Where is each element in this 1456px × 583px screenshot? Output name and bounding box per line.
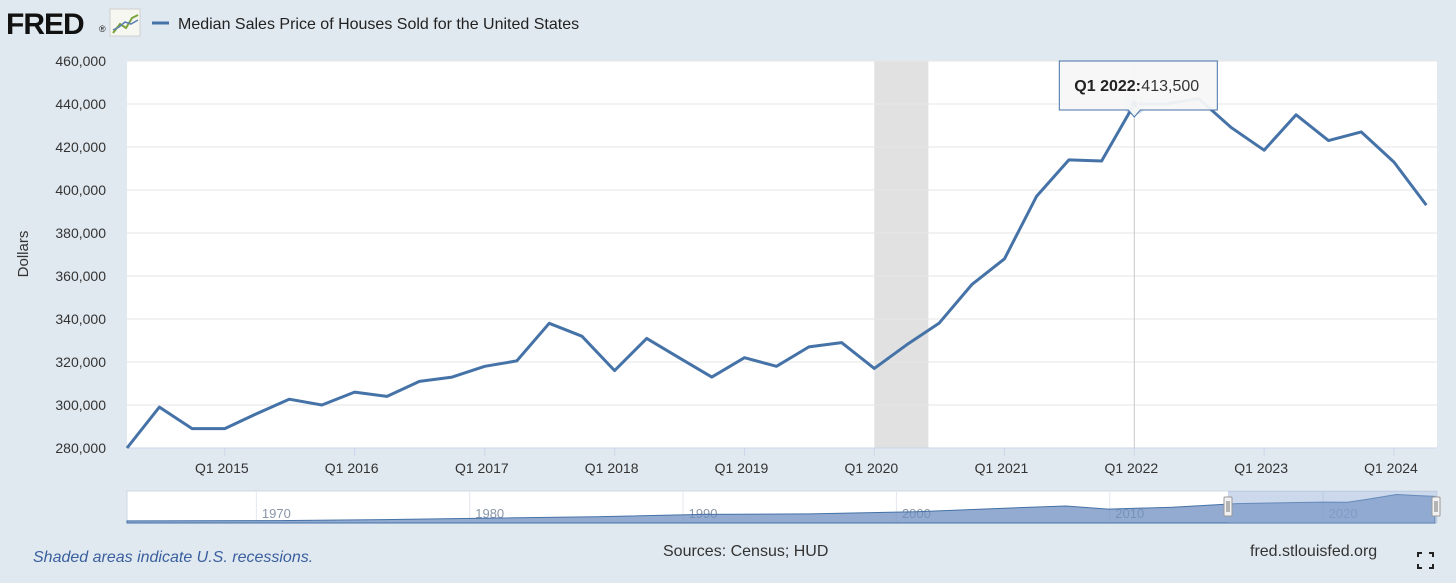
x-tick-label: Q1 2024 xyxy=(1364,460,1418,476)
x-tick-label: Q1 2023 xyxy=(1234,460,1288,476)
x-tick-label: Q1 2021 xyxy=(975,460,1029,476)
recession-note: Shaded areas indicate U.S. recessions. xyxy=(33,549,314,566)
y-tick-label: 360,000 xyxy=(55,268,106,284)
x-tick-label: Q1 2022 xyxy=(1104,460,1158,476)
x-tick-label: Q1 2015 xyxy=(195,460,249,476)
x-axis: Q1 2015 Q1 2016 Q1 2017 Q1 2018 Q1 2019 Q1 20… xyxy=(127,447,1437,476)
data-point[interactable] xyxy=(1327,139,1331,143)
data-point[interactable] xyxy=(1034,194,1038,198)
data-point[interactable] xyxy=(353,390,357,394)
y-tick-label: 400,000 xyxy=(55,182,106,198)
data-point[interactable] xyxy=(710,375,714,379)
y-tick-label: 420,000 xyxy=(55,139,106,155)
data-point[interactable] xyxy=(483,364,487,368)
y-tick-label: 280,000 xyxy=(55,440,106,456)
tooltip-value: 413,500 xyxy=(1141,78,1199,95)
data-point[interactable] xyxy=(872,366,876,370)
data-point[interactable] xyxy=(937,321,941,325)
data-point[interactable] xyxy=(840,341,844,345)
navigator-tick-label: 1970 xyxy=(262,506,291,521)
navigator[interactable]: 197019801990200020102020 xyxy=(126,490,1441,524)
data-point[interactable] xyxy=(677,356,681,360)
y-tick-label: 380,000 xyxy=(55,225,106,241)
data-point[interactable] xyxy=(515,359,519,363)
plot-area xyxy=(127,61,1437,448)
data-point[interactable] xyxy=(223,427,227,431)
data-point[interactable] xyxy=(970,283,974,287)
y-tick-label: 300,000 xyxy=(55,397,106,413)
series-title[interactable]: Median Sales Price of Houses Sold for th… xyxy=(178,16,579,33)
data-point[interactable] xyxy=(255,412,259,416)
recession-band xyxy=(874,61,929,448)
data-point[interactable] xyxy=(157,405,161,409)
sources-text: Sources: Census; HUD xyxy=(663,543,829,560)
data-point[interactable] xyxy=(905,343,909,347)
data-point[interactable] xyxy=(580,334,584,338)
navigator-left-handle[interactable] xyxy=(1223,496,1233,517)
data-point[interactable] xyxy=(1424,203,1428,207)
y-tick-label: 460,000 xyxy=(55,53,106,69)
data-point[interactable] xyxy=(547,321,551,325)
x-tick-label: Q1 2017 xyxy=(455,460,509,476)
chart-trend-icon xyxy=(109,8,141,37)
data-point[interactable] xyxy=(287,397,291,401)
data-point[interactable] xyxy=(125,446,129,450)
data-point[interactable] xyxy=(742,356,746,360)
x-tick-label: Q1 2020 xyxy=(844,460,898,476)
navigator-right-handle[interactable] xyxy=(1431,496,1441,517)
data-point[interactable] xyxy=(1262,148,1266,152)
site-link[interactable]: fred.stlouisfed.org xyxy=(1250,543,1378,560)
navigator-selection[interactable] xyxy=(1228,491,1437,523)
data-point[interactable] xyxy=(1229,126,1233,130)
data-point[interactable] xyxy=(1392,160,1396,164)
logo-text: FRED xyxy=(6,8,84,41)
tooltip: Q1 2022: 413,500 xyxy=(1058,60,1218,118)
navigator-tick-label: 1980 xyxy=(475,506,504,521)
data-point[interactable] xyxy=(1100,159,1104,163)
data-point[interactable] xyxy=(807,345,811,349)
data-point[interactable] xyxy=(1294,113,1298,117)
y-tick-label: 440,000 xyxy=(55,96,106,112)
x-tick-label: Q1 2019 xyxy=(715,460,769,476)
y-axis-label: Dollars xyxy=(15,231,32,278)
data-point[interactable] xyxy=(613,369,617,373)
tooltip-label: Q1 2022: xyxy=(1074,78,1141,95)
logo-registered: ® xyxy=(99,24,106,34)
data-point[interactable] xyxy=(1002,257,1006,261)
data-point[interactable] xyxy=(417,379,421,383)
data-point[interactable] xyxy=(1359,130,1363,134)
data-point[interactable] xyxy=(1067,158,1071,162)
data-point[interactable] xyxy=(450,375,454,379)
x-tick-label: Q1 2016 xyxy=(325,460,379,476)
data-point[interactable] xyxy=(190,427,194,431)
data-point[interactable] xyxy=(774,364,778,368)
tooltip-box xyxy=(1058,60,1218,118)
y-tick-label: 340,000 xyxy=(55,311,106,327)
fred-logo[interactable]: FRED ® xyxy=(6,8,106,41)
x-tick-label: Q1 2018 xyxy=(585,460,639,476)
y-axis: 280,000 300,000 320,000 340,000 360,000 380,0… xyxy=(55,53,106,456)
fullscreen-icon[interactable] xyxy=(1417,552,1434,569)
data-point[interactable] xyxy=(385,394,389,398)
data-point[interactable] xyxy=(320,403,324,407)
navigator-series xyxy=(126,493,1436,524)
y-tick-label: 320,000 xyxy=(55,354,106,370)
data-point[interactable] xyxy=(645,336,649,340)
